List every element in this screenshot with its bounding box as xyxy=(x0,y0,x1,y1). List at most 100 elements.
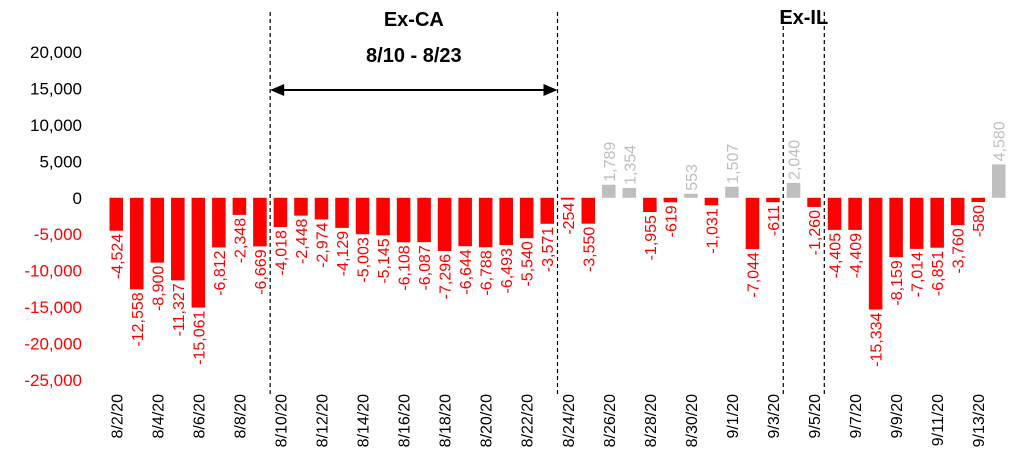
bar xyxy=(212,197,226,248)
y-tick-label: 10,000 xyxy=(30,116,82,135)
arrow-right-icon xyxy=(543,84,558,96)
data-label: -4,129 xyxy=(335,231,352,276)
data-label: -4,018 xyxy=(273,230,290,275)
data-label: -15,334 xyxy=(869,312,886,366)
bar xyxy=(663,197,678,203)
data-label: -3,550 xyxy=(581,227,598,272)
bar xyxy=(253,197,267,247)
bar xyxy=(909,197,924,249)
data-label: -6,669 xyxy=(253,249,270,294)
data-label: -5,145 xyxy=(376,238,393,283)
annotation-title: Ex-IL xyxy=(779,7,828,29)
x-tick-label: 8/30/20 xyxy=(684,394,701,447)
data-label: -6,788 xyxy=(479,250,496,295)
x-tick-label: 8/4/20 xyxy=(150,394,167,439)
data-label: -6,812 xyxy=(212,250,229,295)
x-tick-label: 8/8/20 xyxy=(232,394,249,439)
bar xyxy=(766,197,780,203)
bar xyxy=(130,197,144,290)
data-label: 1,354 xyxy=(622,145,639,185)
bar xyxy=(294,197,308,216)
data-label: -619 xyxy=(663,205,680,237)
data-label: -3,760 xyxy=(951,228,968,273)
bar xyxy=(232,197,247,215)
data-label: -6,644 xyxy=(458,249,475,294)
y-tick-label: -10,000 xyxy=(24,262,82,281)
bar xyxy=(889,197,903,258)
data-label: -1,260 xyxy=(807,210,824,255)
bar xyxy=(478,197,493,248)
x-tick-label: 8/16/20 xyxy=(397,394,414,447)
data-label: -254 xyxy=(561,203,578,235)
x-tick-label: 8/12/20 xyxy=(314,394,331,447)
x-tick-label: 8/10/20 xyxy=(273,394,290,447)
data-label: 4,580 xyxy=(992,121,1009,161)
bar xyxy=(704,197,719,206)
data-label: -5,540 xyxy=(520,241,537,286)
bar xyxy=(745,197,760,250)
x-tick-label: 8/22/20 xyxy=(520,394,537,447)
y-tick-label: -20,000 xyxy=(24,335,82,354)
x-tick-label: 8/14/20 xyxy=(356,394,373,447)
x-tick-label: 9/5/20 xyxy=(807,394,824,439)
bar xyxy=(991,164,1006,198)
y-tick-label: -25,000 xyxy=(24,371,82,390)
bar xyxy=(848,197,862,230)
bar xyxy=(458,197,472,247)
data-label: 2,040 xyxy=(787,140,804,180)
bar xyxy=(519,197,534,239)
bar xyxy=(930,197,944,248)
data-label: 1,507 xyxy=(725,144,742,184)
data-label: -8,900 xyxy=(150,266,167,311)
bar xyxy=(273,197,288,228)
bar xyxy=(560,197,575,200)
bar xyxy=(376,197,390,236)
bar xyxy=(314,197,329,220)
data-label: -12,558 xyxy=(130,292,147,346)
bar xyxy=(540,197,555,224)
data-label: -611 xyxy=(766,205,783,236)
data-label: -2,448 xyxy=(294,219,311,264)
x-tick-label: 8/20/20 xyxy=(479,394,496,447)
x-tick-label: 8/2/20 xyxy=(109,394,126,439)
bar xyxy=(417,197,431,243)
bar xyxy=(109,197,124,231)
bar xyxy=(786,182,801,198)
data-label: -6,108 xyxy=(397,245,414,290)
x-tick-label: 8/6/20 xyxy=(191,394,208,439)
data-label: -6,493 xyxy=(499,248,516,293)
bar xyxy=(643,197,657,213)
x-tick-label: 8/24/20 xyxy=(561,394,578,447)
data-label: -7,014 xyxy=(910,252,927,297)
bar xyxy=(950,197,965,226)
data-label: -3,571 xyxy=(540,227,557,272)
data-label: -4,524 xyxy=(109,234,126,279)
y-tick-label: 15,000 xyxy=(30,79,82,98)
y-tick-label: -15,000 xyxy=(24,298,82,317)
data-label: -15,061 xyxy=(191,310,208,364)
y-tick-label: 5,000 xyxy=(39,152,82,171)
bar xyxy=(581,197,596,224)
data-label: -2,348 xyxy=(232,218,249,263)
x-tick-label: 8/26/20 xyxy=(602,394,619,447)
arrow-left-icon xyxy=(270,84,285,96)
bar xyxy=(355,197,370,235)
data-label: -7,296 xyxy=(438,254,455,299)
bar xyxy=(335,197,349,228)
x-tick-label: 8/28/20 xyxy=(643,394,660,447)
y-tick-label: 0 xyxy=(73,189,82,208)
data-label: -5,003 xyxy=(356,237,373,282)
annotation-date-range: 8/10 - 8/23 xyxy=(366,45,462,67)
data-label: 553 xyxy=(684,164,701,191)
bar xyxy=(437,197,452,251)
bar xyxy=(622,187,637,198)
data-label: -1,031 xyxy=(704,208,721,253)
x-tick-label: 9/3/20 xyxy=(766,394,783,439)
data-label: -7,044 xyxy=(745,252,762,297)
bar xyxy=(971,197,985,203)
data-label: -1,955 xyxy=(643,215,660,260)
y-tick-label: 20,000 xyxy=(30,43,82,62)
data-label: -4,409 xyxy=(848,233,865,278)
data-label: 1,789 xyxy=(602,142,619,182)
